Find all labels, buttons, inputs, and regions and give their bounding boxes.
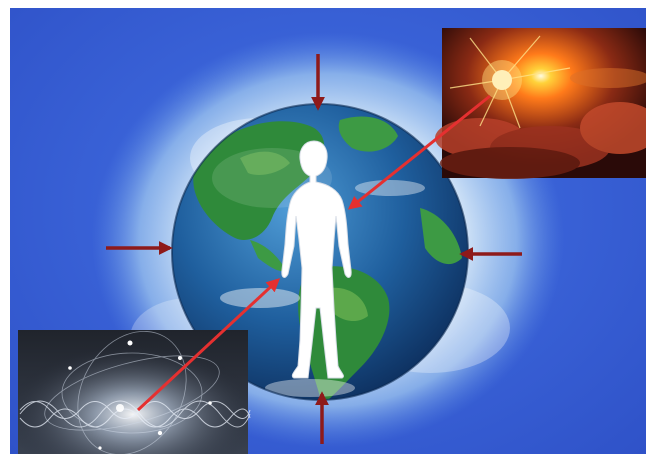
sunset-clouds xyxy=(435,68,646,179)
human-silhouette xyxy=(281,140,352,379)
scene xyxy=(18,28,646,454)
particles xyxy=(68,340,212,450)
sunset-photo xyxy=(435,28,646,179)
illustration-frame xyxy=(10,8,646,454)
inward-arrows xyxy=(106,54,522,444)
wave-particle-image xyxy=(18,330,251,454)
globe-continents xyxy=(193,116,462,400)
ray-from-waves xyxy=(136,278,280,412)
ray-from-sun xyxy=(347,94,491,210)
orbit-rings xyxy=(44,331,220,454)
sun xyxy=(492,70,512,90)
rays-to-figure xyxy=(136,94,491,412)
